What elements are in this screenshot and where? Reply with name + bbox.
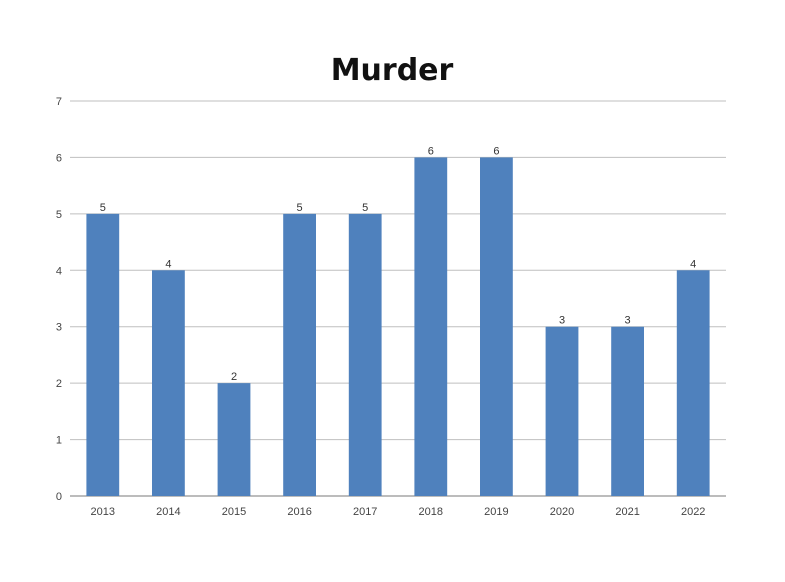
y-tick-label: 0 (56, 491, 62, 503)
x-tick-label-2021: 2021 (615, 506, 639, 518)
x-tick-label-2022: 2022 (681, 506, 705, 518)
x-tick-label-2015: 2015 (222, 506, 246, 518)
x-tick-label-2020: 2020 (550, 506, 574, 518)
bar-2019 (480, 157, 513, 496)
bars (86, 157, 710, 496)
y-tick-label: 2 (56, 378, 62, 390)
data-label-2022: 4 (690, 258, 696, 270)
y-axis-ticks: 0 1 2 3 4 5 6 7 (56, 96, 62, 503)
bar-2016 (283, 213, 316, 496)
x-tick-label-2014: 2014 (156, 506, 180, 518)
bar-2021 (611, 326, 644, 496)
y-tick-label: 5 (56, 209, 62, 221)
y-tick-label: 1 (56, 435, 62, 447)
y-tick-label: 7 (56, 96, 62, 108)
x-tick-label-2018: 2018 (419, 506, 443, 518)
bar-2013 (86, 213, 120, 496)
data-label-2020: 3 (559, 315, 565, 327)
data-label-2014: 4 (165, 258, 171, 270)
chart-title: Murder (331, 53, 454, 88)
data-label-2021: 3 (625, 315, 631, 327)
data-label-2017: 5 (362, 202, 368, 214)
data-label-2013: 5 (100, 202, 106, 214)
data-label-2015: 2 (231, 371, 237, 383)
bar-2015 (217, 383, 251, 496)
data-labels: 5 4 2 5 5 6 6 3 3 4 (100, 145, 697, 383)
data-label-2016: 5 (297, 202, 303, 214)
bar-2022 (676, 270, 710, 496)
data-label-2019: 6 (493, 145, 499, 157)
bar-2017 (348, 213, 382, 496)
y-tick-label: 3 (56, 322, 62, 334)
bar-2020 (545, 326, 579, 496)
data-label-2018: 6 (428, 145, 434, 157)
y-tick-label: 6 (56, 152, 62, 164)
x-tick-label-2013: 2013 (91, 506, 115, 518)
bar-2014 (152, 270, 185, 496)
y-tick-label: 4 (56, 265, 62, 277)
x-tick-label-2016: 2016 (287, 506, 311, 518)
x-axis-ticks: 2013 2014 2015 2016 2017 2018 2019 2020 2021 2022 (91, 506, 706, 518)
x-tick-label-2017: 2017 (353, 506, 377, 518)
x-tick-label-2019: 2019 (484, 506, 508, 518)
bar-2018 (414, 157, 448, 496)
